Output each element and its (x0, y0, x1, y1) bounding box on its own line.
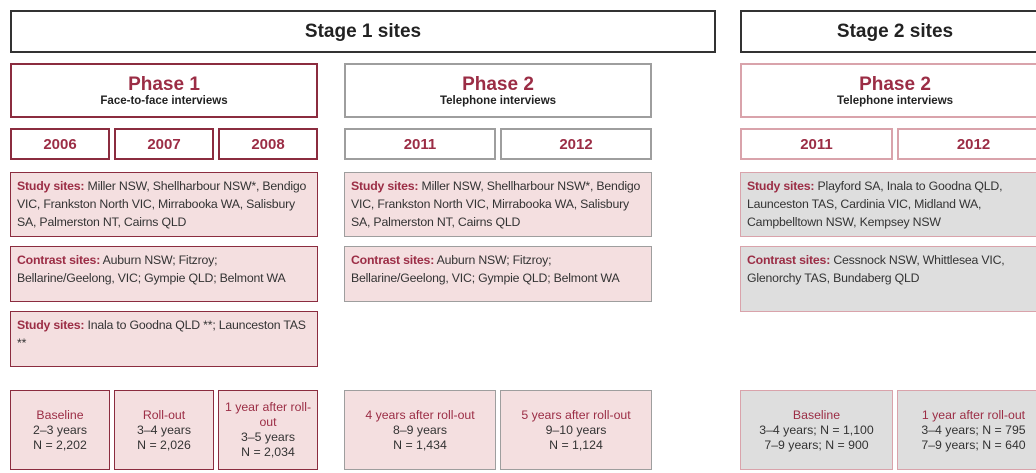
site-list: Auburn NSW; Fitzroy; Bellarine/Geelong, … (351, 253, 620, 285)
site-label: Contrast sites: (17, 253, 101, 267)
site-block: Study sites: Inala to Goodna QLD **; Lau… (10, 311, 318, 367)
outcome-line: 3–5 years (240, 430, 295, 444)
outcome-line: 9–10 years (545, 422, 607, 437)
site-list: Inala to Goodna QLD **; Launceston TAS *… (17, 318, 306, 350)
stage-header: Stage 2 sites (740, 10, 1036, 53)
site-list: Cessnock NSW, Whittlesea VIC, Glenorchy … (747, 253, 1005, 285)
outcome-line: 2–3 years (32, 422, 87, 437)
site-block: Study sites: Miller NSW, Shellharbour NS… (344, 172, 652, 237)
site-label: Study sites: (17, 318, 85, 332)
outcome-line: 1 year after roll-out (224, 400, 312, 429)
year-cell: 2011 (740, 128, 893, 160)
year-cell: 2012 (897, 128, 1036, 160)
site-list: Auburn NSW; Fitzroy; Bellarine/Geelong, … (17, 253, 286, 285)
outcome-line: N = 2,202 (33, 437, 87, 452)
outcome-line: 8–9 years (392, 422, 447, 437)
phase-title: Phase 2 (462, 74, 534, 95)
year-cell: 2008 (218, 128, 318, 160)
year-cell: 2007 (114, 128, 214, 160)
site-block: Study sites: Playford SA, Inala to Goodn… (740, 172, 1036, 237)
outcome-line: 7–9 years; N = 900 (764, 437, 869, 452)
outcome-line: N = 2,026 (137, 437, 191, 452)
site-block: Contrast sites: Auburn NSW; Fitzroy; Bel… (344, 246, 652, 302)
phase-subtitle: Telephone interviews (836, 95, 954, 107)
outcome-cell: 1 year after roll-out 3–4 years; N = 795 7… (897, 390, 1036, 470)
outcome-cell: Baseline 3–4 years; N = 1,100 7–9 years; N… (740, 390, 893, 470)
site-label: Contrast sites: (351, 253, 435, 267)
year-cell: 2012 (500, 128, 652, 160)
outcome-line: N = 1,434 (393, 437, 447, 452)
phase-subtitle: Telephone interviews (439, 95, 557, 107)
outcome-line: 3–4 years; N = 1,100 (759, 422, 874, 437)
year-cell: 2011 (344, 128, 496, 160)
outcome-line: 5 years after roll-out (521, 407, 631, 422)
outcome-line: 7–9 years; N = 640 (921, 437, 1026, 452)
phase-title: Phase 2 (859, 74, 931, 95)
site-label: Study sites: (17, 179, 85, 193)
site-block: Study sites: Miller NSW, Shellharbour NS… (10, 172, 318, 237)
outcome-cell: 4 years after roll-out 8–9 years N = 1,434 (344, 390, 496, 470)
phase-title: Phase 1 (128, 74, 200, 95)
outcome-line: N = 2,034 (241, 445, 295, 459)
phase-header: Phase 2 Telephone interviews (344, 63, 652, 118)
phase-subtitle: Face-to-face interviews (100, 95, 228, 107)
phase-header: Phase 2 Telephone interviews (740, 63, 1036, 118)
year-cell: 2006 (10, 128, 110, 160)
outcome-cell: Roll-out 3–4 years N = 2,026 (114, 390, 214, 470)
outcome-line: N = 1,124 (549, 437, 603, 452)
outcome-cell: Baseline 2–3 years N = 2,202 (10, 390, 110, 470)
site-label: Study sites: (747, 179, 815, 193)
site-block: Contrast sites: Cessnock NSW, Whittlesea… (740, 246, 1036, 312)
outcome-line: 4 years after roll-out (365, 407, 475, 422)
outcome-cell: 5 years after roll-out 9–10 years N = 1,12… (500, 390, 652, 470)
outcome-line: 1 year after roll-out (921, 407, 1026, 422)
site-label: Contrast sites: (747, 253, 831, 267)
outcome-cell: 1 year after roll-out 3–5 years N = 2,034 (218, 390, 318, 470)
stage-header: Stage 1 sites (10, 10, 716, 53)
site-list: Miller NSW, Shellharbour NSW*, Bendigo V… (351, 179, 641, 229)
site-block: Contrast sites: Auburn NSW; Fitzroy; Bel… (10, 246, 318, 302)
outcome-line: Roll-out (142, 407, 186, 422)
site-list: Miller NSW, Shellharbour NSW*, Bendigo V… (17, 179, 307, 229)
outcome-line: Baseline (792, 407, 841, 422)
outcome-line: Baseline (36, 407, 84, 422)
site-label: Study sites: (351, 179, 419, 193)
phase-header: Phase 1 Face-to-face interviews (10, 63, 318, 118)
outcome-line: 3–4 years (136, 422, 191, 437)
site-list: Playford SA, Inala to Goodna QLD, Launce… (747, 179, 1003, 229)
outcome-line: 3–4 years; N = 795 (921, 422, 1026, 437)
